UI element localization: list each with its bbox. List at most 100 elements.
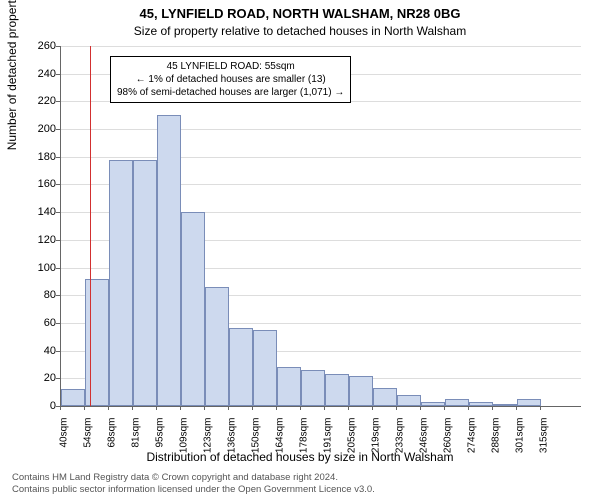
y-tick-mark — [56, 351, 60, 352]
y-tick-mark — [56, 184, 60, 185]
x-tick-mark — [204, 406, 205, 410]
y-tick-mark — [56, 378, 60, 379]
x-tick-label: 260sqm — [443, 418, 454, 468]
x-tick-mark — [84, 406, 85, 410]
bar — [61, 389, 85, 406]
bar — [469, 402, 493, 406]
x-tick-mark — [396, 406, 397, 410]
y-tick-mark — [56, 212, 60, 213]
annotation-line-1: 45 LYNFIELD ROAD: 55sqm — [117, 60, 344, 73]
y-tick-label: 240 — [16, 68, 56, 80]
y-tick-label: 160 — [16, 178, 56, 190]
bar — [517, 399, 541, 406]
y-tick-label: 40 — [16, 345, 56, 357]
y-tick-label: 80 — [16, 289, 56, 301]
x-tick-label: 205sqm — [347, 418, 358, 468]
bar — [421, 402, 445, 406]
y-tick-mark — [56, 323, 60, 324]
x-tick-label: 274sqm — [467, 418, 478, 468]
x-tick-mark — [540, 406, 541, 410]
footer-line-2: Contains public sector information licen… — [12, 484, 375, 495]
x-tick-mark — [300, 406, 301, 410]
x-tick-mark — [156, 406, 157, 410]
bar — [85, 279, 109, 406]
y-tick-label: 220 — [16, 95, 56, 107]
footer-line-1: Contains HM Land Registry data © Crown c… — [12, 472, 338, 483]
annotation-line-3: 98% of semi-detached houses are larger (… — [117, 86, 344, 99]
bar — [133, 160, 157, 406]
chart-title-main: 45, LYNFIELD ROAD, NORTH WALSHAM, NR28 0… — [0, 6, 600, 21]
bar — [445, 399, 469, 406]
x-tick-label: 178sqm — [299, 418, 310, 468]
bar — [205, 287, 229, 406]
y-tick-label: 260 — [16, 40, 56, 52]
bar — [373, 388, 397, 406]
bar — [493, 404, 517, 406]
x-tick-label: 246sqm — [419, 418, 430, 468]
x-tick-label: 164sqm — [275, 418, 286, 468]
x-tick-label: 40sqm — [59, 418, 70, 468]
annotation-line-2: ← 1% of detached houses are smaller (13) — [117, 73, 344, 86]
x-tick-mark — [324, 406, 325, 410]
reference-line — [90, 46, 91, 406]
grid-line — [61, 46, 581, 47]
bar — [157, 115, 181, 406]
x-tick-label: 315sqm — [539, 418, 550, 468]
x-tick-label: 81sqm — [131, 418, 142, 468]
y-tick-mark — [56, 240, 60, 241]
bar — [397, 395, 421, 406]
y-tick-mark — [56, 295, 60, 296]
bar — [181, 212, 205, 406]
y-tick-label: 180 — [16, 151, 56, 163]
x-tick-mark — [228, 406, 229, 410]
x-tick-label: 233sqm — [395, 418, 406, 468]
x-tick-label: 136sqm — [227, 418, 238, 468]
x-tick-mark — [60, 406, 61, 410]
bar — [109, 160, 133, 406]
y-tick-label: 60 — [16, 317, 56, 329]
grid-line — [61, 129, 581, 130]
x-tick-label: 123sqm — [203, 418, 214, 468]
bar — [349, 376, 373, 406]
bar — [277, 367, 301, 406]
x-tick-label: 95sqm — [155, 418, 166, 468]
y-tick-mark — [56, 129, 60, 130]
y-tick-mark — [56, 268, 60, 269]
annotation-box: 45 LYNFIELD ROAD: 55sqm ← 1% of detached… — [110, 56, 351, 103]
y-tick-label: 20 — [16, 372, 56, 384]
bar — [229, 328, 253, 406]
y-tick-label: 0 — [16, 400, 56, 412]
x-tick-mark — [444, 406, 445, 410]
y-tick-mark — [56, 74, 60, 75]
y-tick-label: 100 — [16, 262, 56, 274]
x-tick-label: 150sqm — [251, 418, 262, 468]
x-tick-label: 109sqm — [179, 418, 190, 468]
bar — [325, 374, 349, 406]
x-tick-mark — [108, 406, 109, 410]
y-tick-mark — [56, 101, 60, 102]
grid-line — [61, 406, 581, 407]
x-tick-mark — [420, 406, 421, 410]
y-tick-label: 120 — [16, 234, 56, 246]
x-tick-label: 219sqm — [371, 418, 382, 468]
x-tick-mark — [180, 406, 181, 410]
x-tick-label: 54sqm — [83, 418, 94, 468]
x-tick-label: 301sqm — [515, 418, 526, 468]
x-tick-mark — [252, 406, 253, 410]
x-tick-mark — [516, 406, 517, 410]
x-tick-label: 191sqm — [323, 418, 334, 468]
x-tick-mark — [132, 406, 133, 410]
x-tick-label: 288sqm — [491, 418, 502, 468]
y-tick-mark — [56, 157, 60, 158]
x-tick-mark — [468, 406, 469, 410]
x-tick-label: 68sqm — [107, 418, 118, 468]
bar — [253, 330, 277, 406]
y-tick-label: 200 — [16, 123, 56, 135]
grid-line — [61, 157, 581, 158]
histogram-chart: 45, LYNFIELD ROAD, NORTH WALSHAM, NR28 0… — [0, 0, 600, 500]
x-tick-mark — [348, 406, 349, 410]
x-tick-mark — [276, 406, 277, 410]
y-tick-mark — [56, 46, 60, 47]
chart-title-sub: Size of property relative to detached ho… — [0, 24, 600, 38]
y-tick-label: 140 — [16, 206, 56, 218]
